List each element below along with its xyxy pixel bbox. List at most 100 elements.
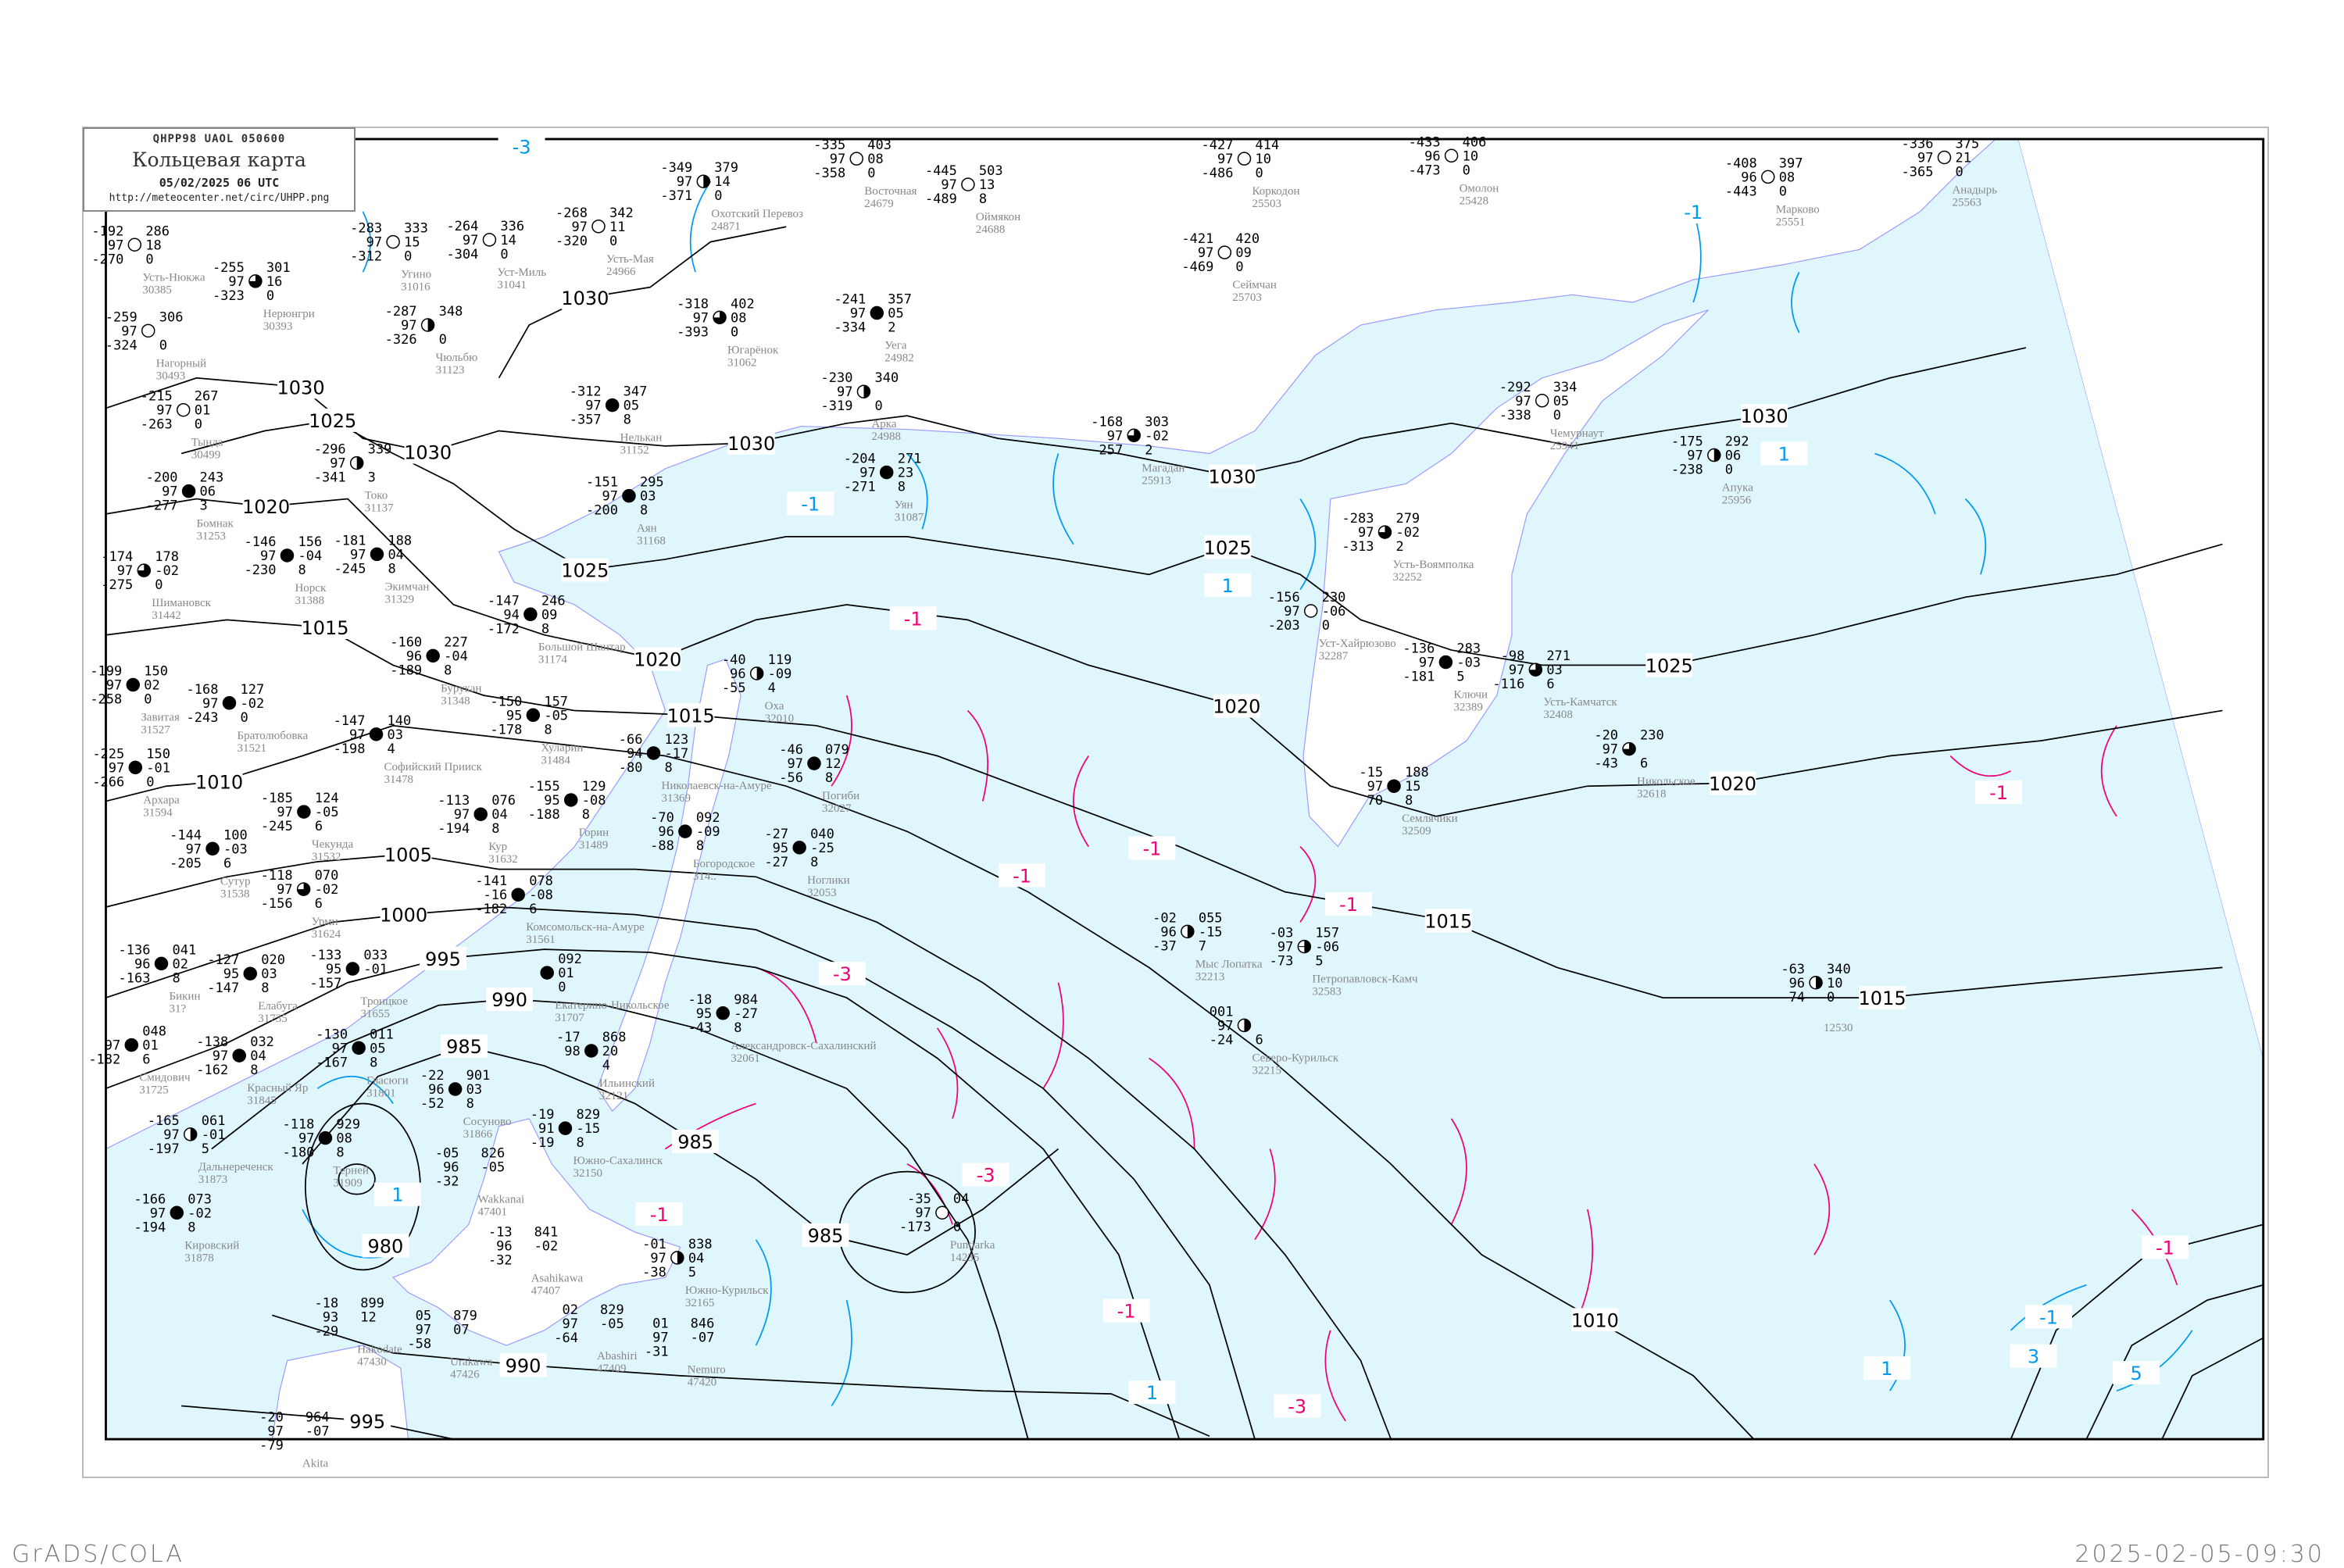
station-value-tr: 157 — [1315, 926, 1339, 941]
station-value-tr: 414 — [1256, 138, 1280, 153]
isotherm-label: 1 — [1863, 1356, 1910, 1380]
source-url[interactable]: http://meteocenter.net/circ/UHPP.png — [109, 192, 330, 204]
station-value-tl: 02 — [562, 1302, 577, 1318]
station-value-tl: -146 — [245, 534, 277, 550]
station-value-ml: 95 — [223, 966, 239, 982]
station-value-tl: -133 — [309, 948, 341, 963]
station-value-bl: -205 — [170, 855, 202, 871]
station-value-ml: 96 — [428, 1082, 444, 1098]
station-marker[interactable]: -141-16-182 078-086 Комсомольск-на-Амуре31… — [475, 873, 645, 946]
cloud-cover-icon — [526, 708, 541, 723]
station-name: Nemuro — [688, 1363, 726, 1376]
station-name: Нагорный — [156, 357, 206, 370]
station-value-mr: -08 — [582, 793, 606, 809]
station-value-mr: 15 — [1405, 779, 1420, 795]
station-value-ml: 96 — [1160, 924, 1176, 940]
station-name: Ноглики — [807, 874, 850, 887]
station-id: 32165 — [685, 1297, 715, 1309]
station-name: Ключи — [1453, 689, 1488, 702]
